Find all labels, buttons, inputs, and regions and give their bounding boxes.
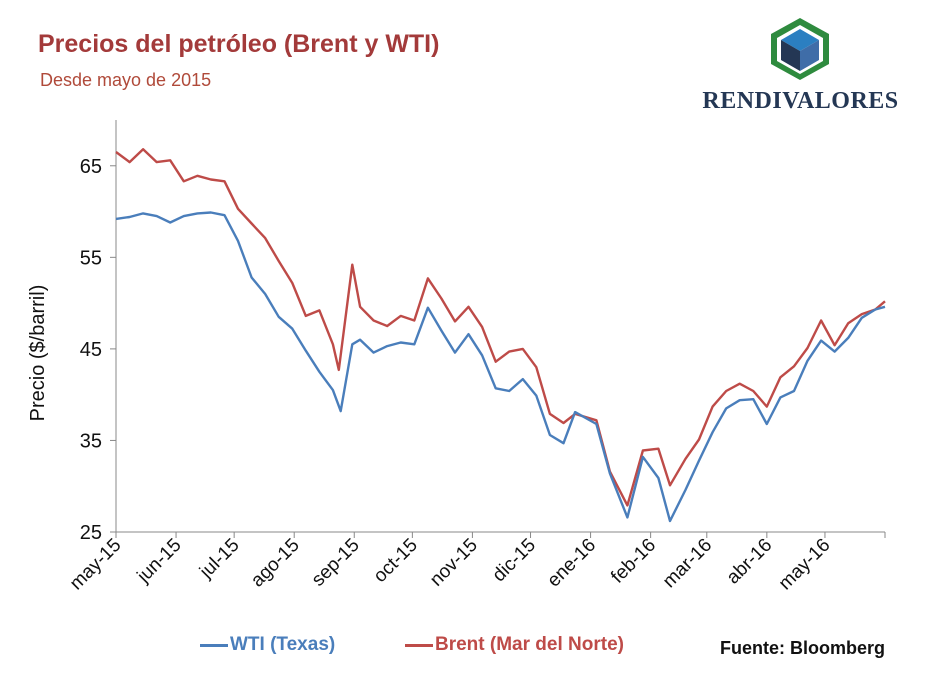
x-tick-label: dic-15 [489,535,540,586]
y-tick-label: 45 [80,339,102,361]
legend-swatch-brent [405,643,433,647]
y-tick-label: 65 [80,156,102,178]
x-tick-label: jun-15 [133,535,186,588]
chart-axes [115,120,885,533]
series-lines [115,148,886,523]
x-axis-ticks: may-15 jun-15 jul-15 ago-15 sep-15 oct-15 nov-… [66,532,886,595]
series-line-wti [115,211,886,523]
x-tick-label: abr-16 [723,535,777,589]
legend-item-brent: Brent (Mar del Norte) [405,634,624,656]
y-axis-label: Precio ($/barril) [27,285,49,422]
x-tick-label: oct-15 [370,535,422,587]
legend-label-brent: Brent (Mar del Norte) [435,634,624,655]
logo-text: RENDIVALORES [702,88,899,114]
x-tick-label: jul-15 [195,535,243,583]
x-tick-label: nov-15 [426,535,482,591]
source-note: Fuente: Bloomberg [720,638,885,658]
legend-label-wti: WTI (Texas) [230,634,336,655]
x-tick-label: may-16 [775,535,835,595]
legend-swatch-wti [200,643,228,647]
y-tick-label: 55 [80,247,102,269]
y-axis-ticks: 25 35 45 55 65 [80,156,116,544]
chart-subtitle: Desde mayo de 2015 [40,70,212,90]
x-tick-label: mar-16 [659,535,716,592]
x-tick-label: ago-15 [247,535,304,592]
chart-title: Precios del petróleo (Brent y WTI) [38,30,440,58]
cube-logo-icon [771,18,829,80]
legend-item-wti: WTI (Texas) [200,634,335,656]
y-tick-label: 35 [80,430,102,452]
x-tick-label: sep-15 [308,535,364,591]
x-tick-label: feb-16 [607,535,660,588]
x-tick-label: ene-16 [543,535,600,592]
company-logo: RENDIVALORES [688,14,913,119]
series-line-brent [115,148,886,507]
y-tick-label: 25 [80,522,102,544]
oil-price-chart: 25 35 45 55 65 may-15 jun-15 jul-15 ago-15 sep-1… [27,120,886,595]
